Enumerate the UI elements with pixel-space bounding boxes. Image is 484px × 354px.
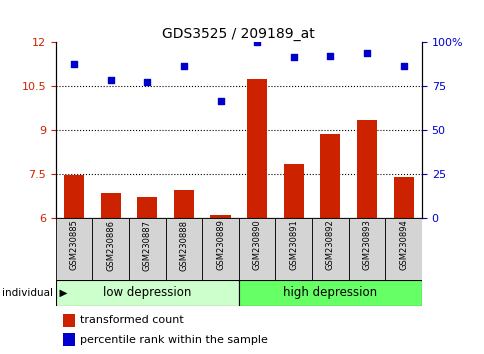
Bar (173, 190, 194, 218)
Text: transformed count: transformed count (79, 315, 183, 325)
Point (253, 40, 260, 45)
Bar (356, 120, 377, 218)
Point (143, 79, 151, 85)
Bar (283, 164, 303, 218)
Bar (239, 218, 275, 280)
Text: GSM230889: GSM230889 (215, 219, 225, 270)
Bar (239, 280, 421, 306)
Bar (348, 218, 385, 280)
Point (289, 54, 297, 60)
Bar (56, 280, 239, 306)
Bar (63, 333, 75, 346)
Bar (246, 79, 267, 218)
Point (180, 63, 187, 69)
Bar (64, 175, 84, 218)
Text: low depression: low depression (103, 286, 191, 299)
Point (106, 78, 114, 83)
Title: GDS3525 / 209189_at: GDS3525 / 209189_at (162, 28, 315, 41)
Text: high depression: high depression (283, 286, 377, 299)
Text: GSM230890: GSM230890 (252, 219, 261, 270)
Bar (100, 193, 121, 218)
Point (326, 53, 333, 58)
Text: GSM230886: GSM230886 (106, 219, 115, 270)
Bar (202, 218, 239, 280)
Text: GSM230894: GSM230894 (398, 219, 408, 270)
Bar (275, 218, 312, 280)
Point (363, 50, 370, 56)
Bar (210, 215, 230, 218)
Point (399, 63, 407, 69)
Point (216, 98, 224, 104)
Text: GSM230892: GSM230892 (325, 219, 334, 270)
Point (70, 62, 78, 67)
Bar (312, 218, 348, 280)
Text: GSM230887: GSM230887 (142, 219, 151, 270)
Text: percentile rank within the sample: percentile rank within the sample (79, 335, 267, 345)
Text: GSM230888: GSM230888 (179, 219, 188, 270)
Bar (384, 218, 421, 280)
Bar (129, 218, 166, 280)
Text: GSM230891: GSM230891 (288, 219, 298, 270)
Bar (319, 135, 340, 218)
Text: GSM230885: GSM230885 (69, 219, 78, 270)
Text: GSM230893: GSM230893 (362, 219, 371, 270)
Bar (56, 218, 92, 280)
Bar (166, 218, 202, 280)
Bar (63, 314, 75, 327)
Bar (137, 197, 157, 218)
Bar (393, 177, 413, 218)
Bar (92, 218, 129, 280)
Text: individual  ▶: individual ▶ (2, 288, 68, 298)
